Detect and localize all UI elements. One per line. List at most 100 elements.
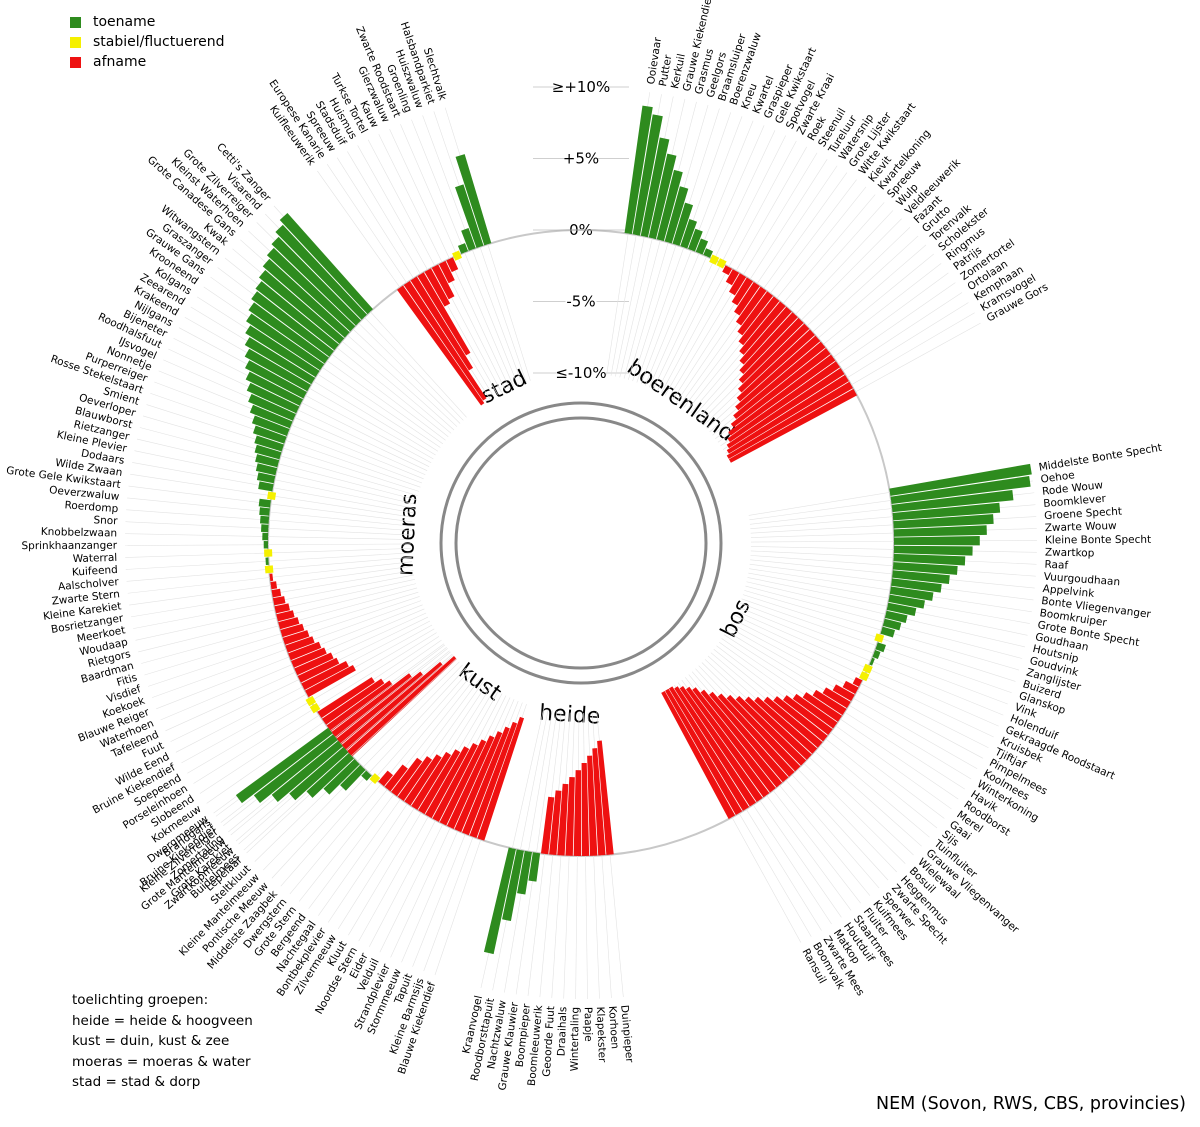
bar-roodhalsfuut [246,382,300,414]
bar-bosuil [735,695,807,766]
bar-kleine-zilverreiger [253,734,338,803]
bird-label: Duinpieper [618,1004,635,1063]
bar-buidelmees [347,655,457,757]
bar-kleine-barmsijs [469,721,518,839]
bar-krakeend [244,348,311,392]
notes-line: kust = duin, kust & zee [72,1033,230,1049]
bar-huiszwaluw [461,228,476,251]
bar-aalscholver [264,565,274,574]
axis-tick-bg [565,148,597,168]
notes-line: heide = heide & hoogveen [72,1012,253,1029]
bar-grote-karekiet [341,661,443,751]
bar-koolmees [832,684,855,702]
bar-porseleinhoen [309,702,321,714]
bar-fitis [280,623,305,638]
bar-cetti-s-zanger [279,212,373,315]
bar-kwartelkoning [739,301,786,355]
bird-label: Draaihals [556,1006,570,1056]
bar-steenuil [728,273,747,296]
bar-lepelaar [306,753,354,798]
bar-zwarte-wouw [893,525,987,537]
bar-goudhaan [886,602,917,617]
bird-label: Knobbelzwaan [41,526,118,540]
bar-rosse-stekelstaart [252,425,287,444]
bar-tjiftjaf [852,677,863,687]
bar-spreeuw [410,276,474,371]
axis-tick-bg [556,363,606,382]
bar-duinpieper [597,740,614,855]
bar-tapuit [461,726,510,836]
bar-boomleeuwerik [549,790,562,856]
bar-blauwe-reiger [288,641,322,661]
bar-krooneend [246,313,325,371]
bar-ortolaan [726,367,845,449]
bar-zomertortel [727,361,841,442]
bar-wilde-eend [301,660,349,690]
bar-houtduif [679,686,763,803]
bar-blauwborst [255,454,280,468]
bar-korhoen [592,748,606,856]
bar-waterhoen [291,647,327,668]
bar-turkse-tortel [431,264,455,300]
bird-label: Zwarte Wouw [1045,520,1118,534]
bar-glanskop [875,642,886,653]
bar-smient [254,435,284,452]
bar-zwarte-roodstaart [452,250,463,261]
bar-putter [632,114,663,236]
bar-groene-specht [893,514,994,529]
bar-roerdomp [260,515,270,524]
bar-bruine-kiekendief [305,665,356,698]
bar-roodborst [802,692,843,722]
bar-kruisbek [859,671,870,682]
bird-label: Boomklever [1043,493,1107,510]
bar-sperwer [709,691,789,783]
legend-swatch-decrease [70,56,81,68]
bar-bosrietzanger [271,588,282,598]
bird-label: Geoorde Fuut [541,1006,558,1078]
axis-tick-label: ≤-10% [555,364,606,382]
radial-gridline [583,712,588,999]
bar-strandplevier [446,735,495,829]
bar-zwartkopmeeuw [289,746,349,801]
bar-klapekster [587,755,598,856]
bar-noordse-stern [425,746,470,819]
bar-kleinst-waterhoen [266,247,356,332]
bar-kluut [418,749,461,815]
bar-fazant [737,323,810,393]
bar-bijeneter [245,371,303,406]
bar-wintertaling [573,770,581,856]
bar-roek [725,269,740,286]
bar-spreeuw [739,306,792,365]
legend-label-increase: toename [93,14,156,30]
bar-vuurgoudhaan [892,562,958,575]
bar-kemphaan [726,374,849,454]
bar-dodaars [258,481,274,492]
bar-kauw [438,260,455,284]
bar-halsbandparkiet [455,184,484,248]
notes-title: toelichting groepen: [72,992,209,1008]
bar-knobbelzwaan [262,532,269,541]
bar-oehoe [890,476,1031,505]
bar-grauwe-vliegenvanger [754,696,818,754]
axis-tick-label: +5% [563,150,599,168]
bar-paapje [581,762,590,856]
axis-tick-label: ≥+10% [552,78,610,96]
bar-kuifeend [265,557,269,566]
bar-grote-mantelmeeuw [271,740,343,802]
bar-koekoek [285,636,315,653]
bar-oeverzwaluw [259,507,270,516]
bar-zomertaling [336,671,424,745]
bar-stormmeeuw [454,731,503,833]
bird-label: Oehoe [1040,469,1076,486]
bar-zwarte-kraai [722,265,733,276]
bar-rode-wouw [891,490,1014,513]
bar-tureluur [731,277,754,306]
bar-kuifmees [700,689,783,788]
bar-kramsvogel [726,381,854,459]
bar-grauwe-klauwier [528,852,541,882]
bar-rietzanger [255,463,278,476]
inner-ring-outer [439,401,723,685]
bar-ringmus [730,348,831,428]
bird-label: Appelvink [1042,583,1096,600]
bar-blauwe-kiekendief [477,716,525,841]
